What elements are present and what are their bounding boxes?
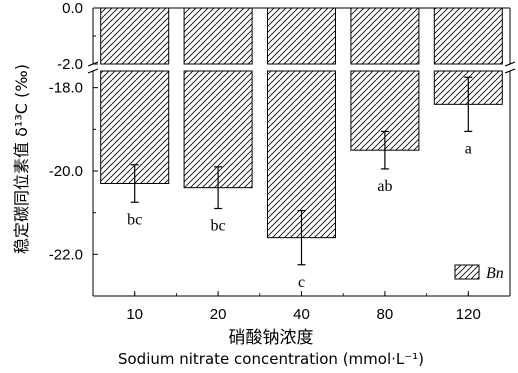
y-tick-label: -22.0 (49, 246, 83, 263)
significance-letter: bc (211, 218, 226, 235)
y-tick-label: -18.0 (49, 80, 83, 97)
bar-upper-80 (350, 7, 420, 65)
bar-upper-20 (183, 7, 253, 65)
x-axis: 10 20 40 80 120 (126, 291, 481, 323)
significance-letter: a (465, 140, 472, 157)
x-axis-title-en: Sodium nitrate concentration (mmol·L⁻¹) (118, 350, 424, 368)
x-tick-label: 80 (377, 306, 394, 323)
bar-upper-120 (433, 7, 503, 65)
break-mark (87, 68, 99, 74)
legend: Bn (454, 264, 504, 282)
x-tick-label: 20 (210, 306, 227, 323)
legend-label: Bn (486, 265, 504, 282)
error-bar-20 (214, 166, 223, 210)
significance-letter: c (298, 274, 305, 291)
x-tick-label: 10 (126, 306, 143, 323)
error-bar-10 (130, 164, 139, 203)
bar-upper-10 (100, 7, 170, 65)
break-mark (504, 61, 516, 67)
significance-letter: ab (377, 178, 392, 195)
y-axis: 0.0 -2.0 -18.0 -20.0 -22.0 (49, 0, 98, 297)
error-bar-80 (380, 130, 389, 170)
y-tick-label: -2.0 (57, 56, 83, 73)
bar-upper-40 (267, 7, 336, 65)
y-axis-title: 稳定碳同位素值 δ¹³C (‰) (12, 64, 31, 254)
x-tick-label: 40 (293, 306, 310, 323)
y-tick-label: 0.0 (62, 0, 83, 17)
significance-letter: bc (127, 211, 142, 228)
legend-swatch (454, 264, 480, 280)
x-axis-title-cn: 硝酸钠浓度 (229, 328, 314, 348)
error-bar-120 (464, 76, 473, 133)
x-tick-label: 120 (456, 306, 481, 323)
y-tick-label: -20.0 (49, 163, 83, 180)
break-mark (504, 68, 516, 74)
error-bar-40 (297, 209, 306, 266)
bars-group: bc bc c ab a (100, 7, 503, 291)
